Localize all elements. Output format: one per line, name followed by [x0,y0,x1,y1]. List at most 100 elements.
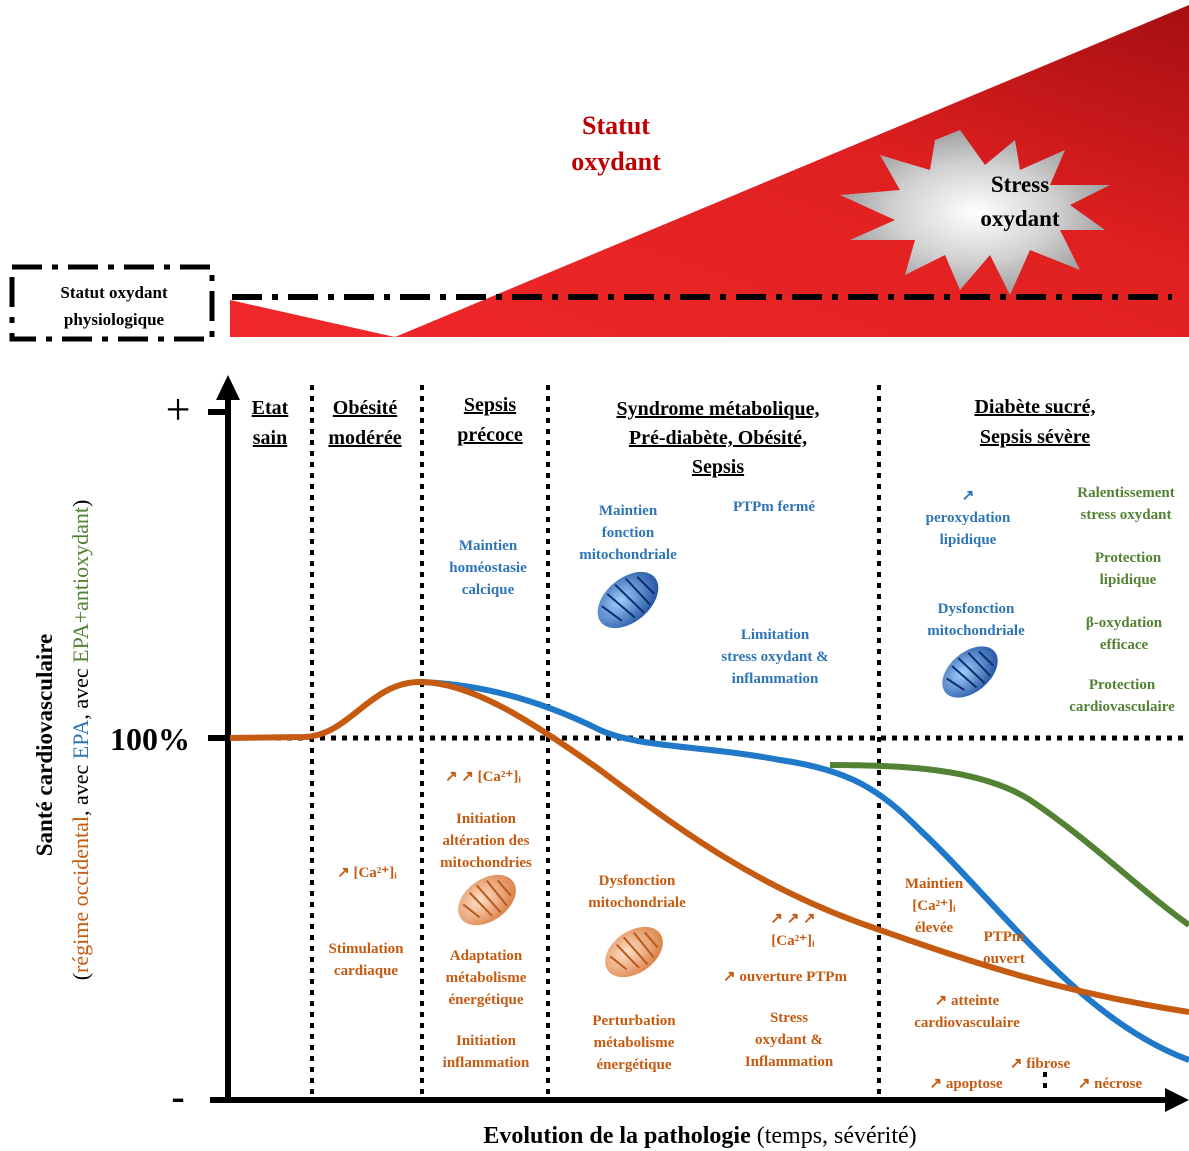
annotation: β-oxydation efficace [1086,615,1163,653]
annotation-line: métabolisme [594,1035,675,1051]
y-sublabel-part: régime occidental [68,816,93,973]
phase-header-line: Etat [252,397,289,419]
phase-header: Syndrome métabolique, Pré-diabète, Obésit… [617,398,820,478]
annotation-line: inflammation [443,1055,530,1071]
stress-star [840,130,1110,295]
x-arrow [1165,1088,1189,1112]
annotation-line: Stress [770,1010,808,1026]
phase-header-line: Sepsis sévère [980,426,1090,448]
annotation-line: fonction [602,525,655,541]
y-sublabel-part: , avec [68,759,93,816]
annotation-line: ouvert [983,951,1025,967]
y-axis-sublabel: (régime occidental, avec EPA, avec EPA+a… [68,500,93,981]
annotation: Maintien homéostasie calcique [449,538,527,598]
y-sublabel-part: ) [68,500,93,507]
x-axis-subtitle: (temps, sévérité) [751,1123,917,1149]
annotation-line: PTPm [984,929,1025,945]
annotation-line: ↗ ↗ [Ca²⁺]ᵢ [445,769,521,785]
curve-epa-antioxidant [829,762,1189,928]
annotation-line: Inflammation [745,1054,834,1070]
annotation-line: cardiovasculaire [914,1015,1020,1031]
annotation-line: ↗ fibrose [1010,1056,1071,1072]
phase-header-line: modérée [328,427,401,449]
y-sublabel-part: ( [68,973,93,980]
annotation: Dysfonction mitochondriale [927,601,1025,639]
phase-header: Diabète sucré, Sepsis sévère [974,396,1095,448]
oxidant-title-line: Statut [582,111,650,140]
annotation: Stimulation cardiaque [328,941,404,979]
annotation-line: inflammation [732,671,819,687]
annotation-line: cardiovasculaire [1069,699,1175,715]
annotation: ↗ ↗ [Ca²⁺]ᵢ [445,769,521,785]
annotation-line: ↗ atteinte [935,993,1000,1009]
annotation-line: Dysfonction [938,601,1015,617]
annotation-line: Adaptation [450,948,523,964]
y-sublabel-part: , avec [68,663,93,720]
annotation-line: stress oxydant & [721,649,828,665]
annotation-line: ↗ [Ca²⁺]ᵢ [337,865,397,881]
annotation-line: élevée [915,920,954,936]
phase-header-line: Sepsis [692,456,744,478]
phase-header: Sepsis précoce [457,394,523,446]
oxidant-title: Statut oxydant [571,111,661,176]
annotation-line: ↗ ouverture PTPm [723,969,847,985]
annotation-line: lipidique [1100,572,1157,588]
annotation-line: ↗ [962,488,975,504]
annotation-line: calcique [462,582,515,598]
annotation-line: peroxydation [926,510,1011,526]
stress-label-line: Stress [991,172,1049,197]
baseline-label: 100% [110,721,190,757]
stress-label-line: oxydant [980,206,1060,231]
mitochondrion-orange [458,874,516,926]
annotation-line: mitochondriale [927,623,1025,639]
phase-header-line: Syndrome métabolique, [617,398,820,420]
annotation: Maintien fonction mitochondriale [579,503,677,563]
physiological-label: Statut oxydant physiologique [60,283,168,329]
x-axis-title: Evolution de la pathologie [483,1123,751,1149]
annotation-line: Ralentissement [1077,485,1175,501]
annotation: ↗ ouverture PTPm [723,969,847,985]
annotation: ↗ [Ca²⁺]ᵢ [337,865,397,881]
annotation-line: PTPm fermé [733,499,815,515]
annotation-line: énergétique [597,1057,672,1073]
annotation-line: efficace [1100,637,1149,653]
annotation: Ralentissement stress oxydant [1077,485,1175,523]
phase-header: Obésité modérée [328,397,401,449]
phase-header: Etat sain [252,397,289,449]
annotation-line: Maintien [459,538,518,554]
annotation-line: [Ca²⁺]ᵢ [912,898,956,914]
curve-epa [419,679,1189,1063]
phase-header-line: précoce [457,424,523,446]
annotation: Perturbation métabolisme énergétique [592,1013,676,1073]
annotation: ↗ ↗ ↗ [Ca²⁺]ᵢ [770,911,815,949]
y-sublabel-part: EPA+antioxydant [68,507,93,663]
annotation-line: ↗ apoptose [930,1076,1003,1092]
annotation-line: Maintien [599,503,658,519]
annotation-line: énergétique [449,992,524,1008]
annotation-line: mitochondries [440,855,532,871]
y-sublabel-part: EPA [68,720,93,760]
phase-header-line: sain [253,427,287,449]
annotation: Stress oxydant & Inflammation [745,1010,834,1070]
mitochondrion-blue [942,646,998,698]
annotation: Dysfonction mitochondriale [588,873,686,911]
annotation-line: ↗ nécrose [1078,1076,1143,1092]
annotation-line: [Ca²⁺]ᵢ [771,933,815,949]
annotation-line: Initiation [456,1033,517,1049]
annotation-line: Perturbation [592,1013,676,1029]
mitochondrion-blue [597,571,659,629]
x-axis-label: Evolution de la pathologie (temps, sévér… [483,1123,916,1149]
annotation-line: altération des [442,833,529,849]
physiological-label-line: physiologique [64,310,165,329]
minus-label: - [171,1074,184,1119]
annotation-line: Protection [1089,677,1156,693]
curve-western [229,678,1189,1015]
annotation-line: mitochondriale [588,895,686,911]
annotation-line: lipidique [940,532,997,548]
annotation: ↗ atteinte cardiovasculaire [914,993,1020,1031]
phase-header-line: Obésité [333,397,398,419]
annotation: ↗ peroxydation lipidique [926,488,1011,548]
annotation: Maintien [Ca²⁺]ᵢ élevée [905,876,964,936]
annotation-line: Initiation [456,811,517,827]
